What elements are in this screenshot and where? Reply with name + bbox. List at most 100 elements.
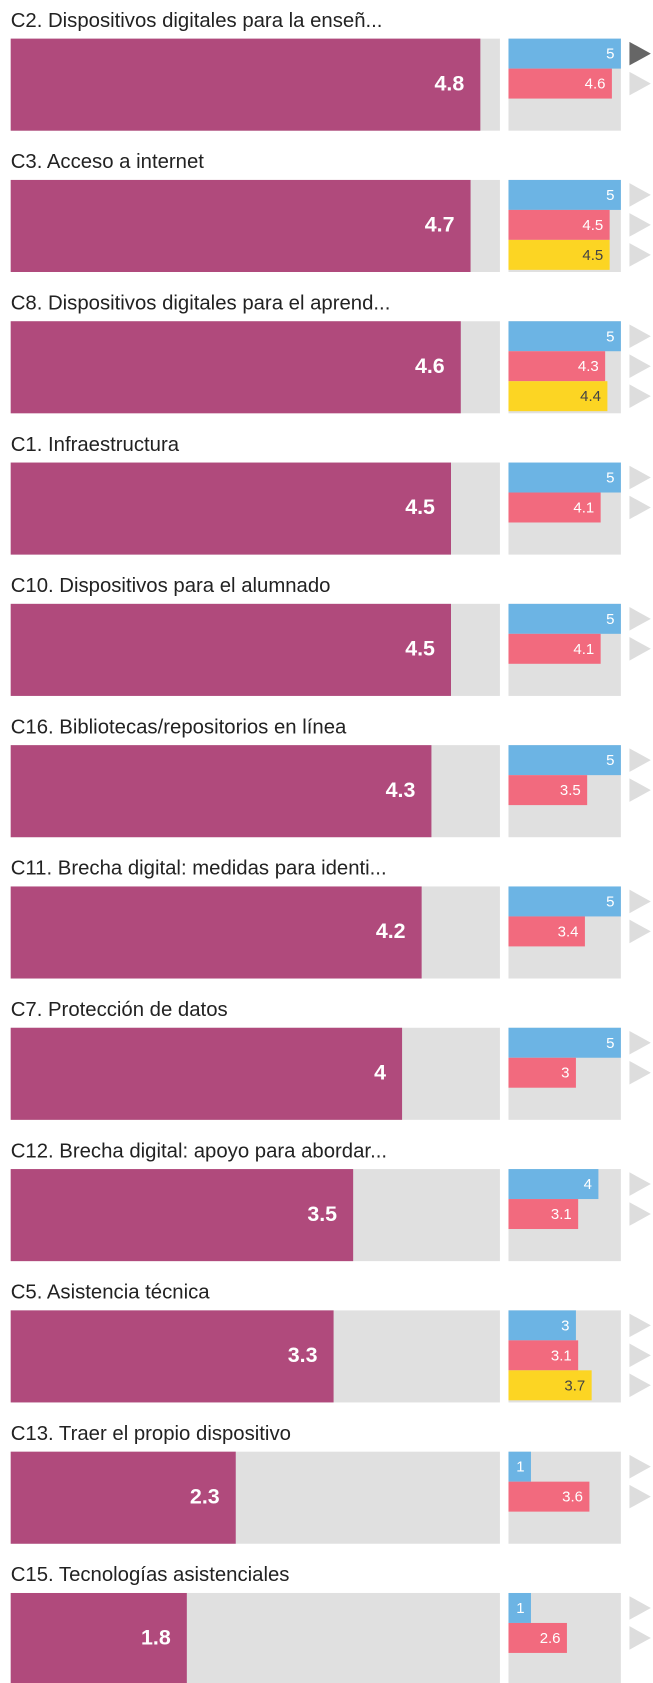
- sub-value-label: 5: [606, 752, 614, 769]
- sub-bar: [508, 1199, 579, 1230]
- play-arrow[interactable]: [629, 1626, 651, 1650]
- bar: [10, 1451, 236, 1544]
- sub-bar: [508, 1310, 576, 1341]
- sub-value-label: 3: [561, 1065, 569, 1082]
- bar: [10, 462, 451, 555]
- bar: [10, 38, 481, 131]
- row-label: C16. Bibliotecas/repositorios en línea: [11, 716, 347, 738]
- value-label: 3.5: [307, 1202, 337, 1226]
- sub-value-label: 5: [606, 611, 614, 628]
- sub-value-label: 4.5: [582, 217, 603, 234]
- bar: [10, 179, 471, 272]
- sub-bar: [508, 1622, 567, 1653]
- sub-bar: [508, 462, 621, 493]
- bar: [10, 603, 451, 696]
- play-arrow[interactable]: [629, 1343, 651, 1368]
- sub-value-label: 4.1: [573, 500, 594, 517]
- sub-value-label: 5: [606, 187, 614, 204]
- bar: [10, 1169, 354, 1262]
- sub-bar: [508, 775, 588, 806]
- play-arrow[interactable]: [629, 183, 651, 207]
- sub-bar: [508, 1340, 579, 1371]
- row-label: C2. Dispositivos digitales para la enseñ…: [11, 10, 383, 32]
- play-arrow[interactable]: [629, 71, 651, 96]
- sub-bar: [508, 633, 601, 664]
- play-arrow[interactable]: [629, 1596, 651, 1620]
- sub-value-label: 4.5: [582, 247, 603, 264]
- sub-value-label: 3.4: [558, 923, 579, 940]
- sub-bar: [508, 321, 621, 352]
- row-label: C8. Dispositivos digitales para el apren…: [11, 292, 391, 314]
- row-label: C11. Brecha digital: medidas para identi…: [11, 858, 387, 880]
- row-label: C15. Tecnologías asistenciales: [11, 1564, 290, 1586]
- sub-value-label: 4.4: [580, 388, 601, 405]
- bar: [10, 745, 432, 838]
- sub-value-label: 3.5: [560, 782, 581, 799]
- play-arrow[interactable]: [629, 919, 651, 944]
- play-arrow[interactable]: [629, 41, 651, 66]
- play-arrow[interactable]: [629, 384, 651, 408]
- value-label: 4.8: [435, 71, 465, 95]
- sub-bar: [508, 745, 621, 776]
- sub-value-label: 3: [561, 1317, 569, 1334]
- play-arrow[interactable]: [629, 324, 651, 349]
- sub-value-label: 1: [516, 1600, 524, 1617]
- row-label: C13. Traer el propio dispositivo: [11, 1423, 291, 1445]
- value-label: 4.2: [376, 919, 406, 943]
- sub-value-label: 4.1: [573, 641, 594, 658]
- play-arrow[interactable]: [629, 607, 651, 631]
- play-arrow[interactable]: [629, 1030, 651, 1055]
- sub-value-label: 1: [516, 1459, 524, 1476]
- sub-bar: [508, 179, 621, 210]
- sub-bar: [508, 1169, 599, 1200]
- sub-bar: [508, 603, 621, 634]
- play-arrow[interactable]: [629, 889, 651, 914]
- sub-value-label: 5: [606, 1035, 614, 1052]
- value-label: 4.5: [405, 495, 435, 519]
- play-arrow[interactable]: [629, 495, 651, 520]
- row-label: C7. Protección de datos: [11, 999, 228, 1021]
- play-arrow[interactable]: [629, 1454, 651, 1479]
- play-arrow[interactable]: [629, 213, 651, 237]
- sub-value-label: 4.3: [578, 358, 599, 375]
- sub-value-label: 2.6: [540, 1630, 561, 1647]
- sub-value-label: 3.1: [551, 1206, 572, 1223]
- sub-value-label: 5: [606, 470, 614, 487]
- row-label: C12. Brecha digital: apoyo para abordar.…: [11, 1140, 387, 1162]
- bar: [10, 1592, 187, 1683]
- value-label: 4: [374, 1060, 386, 1084]
- sub-value-label: 3.6: [562, 1489, 583, 1506]
- play-arrow[interactable]: [629, 354, 651, 378]
- sub-bar: [508, 1027, 621, 1058]
- play-arrow[interactable]: [629, 748, 651, 772]
- value-label: 1.8: [141, 1626, 171, 1650]
- play-arrow[interactable]: [629, 1060, 651, 1085]
- sub-bar: [508, 381, 608, 412]
- row-label: C1. Infraestructura: [11, 434, 180, 456]
- value-label: 4.3: [386, 778, 416, 802]
- sub-value-label: 3.7: [564, 1377, 585, 1394]
- bar: [10, 1310, 334, 1403]
- row-label: C3. Acceso a internet: [11, 151, 205, 173]
- sub-bar: [508, 1451, 531, 1482]
- value-label: 4.7: [425, 213, 455, 237]
- sub-bar: [508, 1057, 576, 1088]
- play-arrow[interactable]: [629, 1373, 651, 1398]
- play-arrow[interactable]: [629, 1202, 651, 1226]
- value-label: 4.5: [405, 637, 435, 661]
- sub-value-label: 5: [606, 46, 614, 63]
- value-label: 4.6: [415, 354, 445, 378]
- row-label: C5. Asistencia técnica: [11, 1282, 211, 1304]
- value-label: 3.3: [288, 1343, 318, 1367]
- sub-value-label: 3.1: [551, 1347, 572, 1364]
- sub-bar: [508, 209, 610, 240]
- play-arrow[interactable]: [629, 465, 651, 490]
- play-arrow[interactable]: [629, 778, 651, 802]
- sub-bar: [508, 1481, 590, 1512]
- play-arrow[interactable]: [629, 243, 651, 267]
- play-arrow[interactable]: [629, 1484, 651, 1509]
- play-arrow[interactable]: [629, 1172, 651, 1196]
- play-arrow[interactable]: [629, 1313, 651, 1338]
- play-arrow[interactable]: [629, 637, 651, 661]
